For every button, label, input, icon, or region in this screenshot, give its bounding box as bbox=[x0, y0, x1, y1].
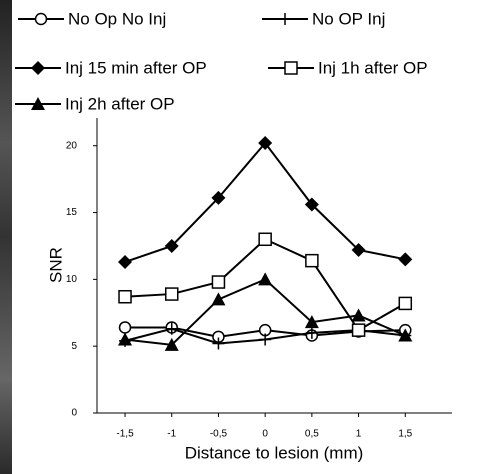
data-point bbox=[165, 322, 178, 335]
legend-label: Inj 2h after OP bbox=[65, 94, 175, 113]
legend-marker bbox=[279, 13, 291, 25]
data-point bbox=[211, 190, 226, 205]
x-tick-label: -1 bbox=[167, 429, 176, 440]
y-axis-label: SNR bbox=[46, 247, 65, 283]
data-point bbox=[398, 328, 413, 342]
y-tick-label: 0 bbox=[71, 408, 77, 419]
y-tick-label: 5 bbox=[71, 341, 77, 352]
legend-label: No OP Inj bbox=[312, 9, 385, 28]
y-tick-label: 10 bbox=[66, 274, 78, 285]
legend-label: No Op No Inj bbox=[68, 9, 166, 28]
data-point bbox=[398, 296, 413, 311]
data-point bbox=[305, 253, 319, 268]
x-tick-label: 0 bbox=[262, 429, 268, 440]
legend-marker bbox=[31, 97, 45, 110]
data-point bbox=[118, 332, 133, 346]
x-tick-label: 1 bbox=[356, 429, 362, 440]
data-point bbox=[118, 254, 133, 269]
data-point bbox=[164, 287, 179, 301]
data-point bbox=[118, 289, 132, 304]
data-point bbox=[211, 275, 226, 289]
x-axis-label: Distance to lesion (mm) bbox=[185, 443, 364, 462]
data-point bbox=[118, 321, 132, 334]
x-tick-label: -0,5 bbox=[210, 429, 228, 440]
data-point bbox=[212, 337, 225, 350]
legend-label: Inj 1h after OP bbox=[318, 58, 428, 77]
legend-marker bbox=[34, 12, 48, 26]
legend-label: Inj 15 min after OP bbox=[65, 58, 207, 77]
y-tick-label: 20 bbox=[66, 140, 78, 151]
data-point bbox=[304, 315, 319, 329]
data-point bbox=[304, 197, 319, 212]
data-point bbox=[258, 232, 272, 247]
legend-marker bbox=[31, 61, 45, 75]
x-tick-label: -1,5 bbox=[116, 429, 134, 440]
x-tick-label: 0,5 bbox=[305, 429, 319, 440]
data-point bbox=[305, 326, 318, 339]
data-point bbox=[211, 292, 226, 306]
data-point bbox=[351, 242, 366, 257]
data-point bbox=[398, 252, 413, 267]
legend-marker bbox=[284, 61, 298, 75]
data-point bbox=[258, 272, 273, 286]
y-tick-label: 15 bbox=[66, 207, 78, 218]
data-point bbox=[351, 308, 366, 322]
data-point bbox=[351, 323, 366, 337]
data-point bbox=[259, 333, 272, 346]
image-edge bbox=[0, 0, 12, 474]
data-point bbox=[164, 238, 179, 253]
data-point bbox=[258, 136, 273, 151]
data-point bbox=[164, 337, 179, 351]
x-tick-label: 1,5 bbox=[398, 429, 412, 440]
